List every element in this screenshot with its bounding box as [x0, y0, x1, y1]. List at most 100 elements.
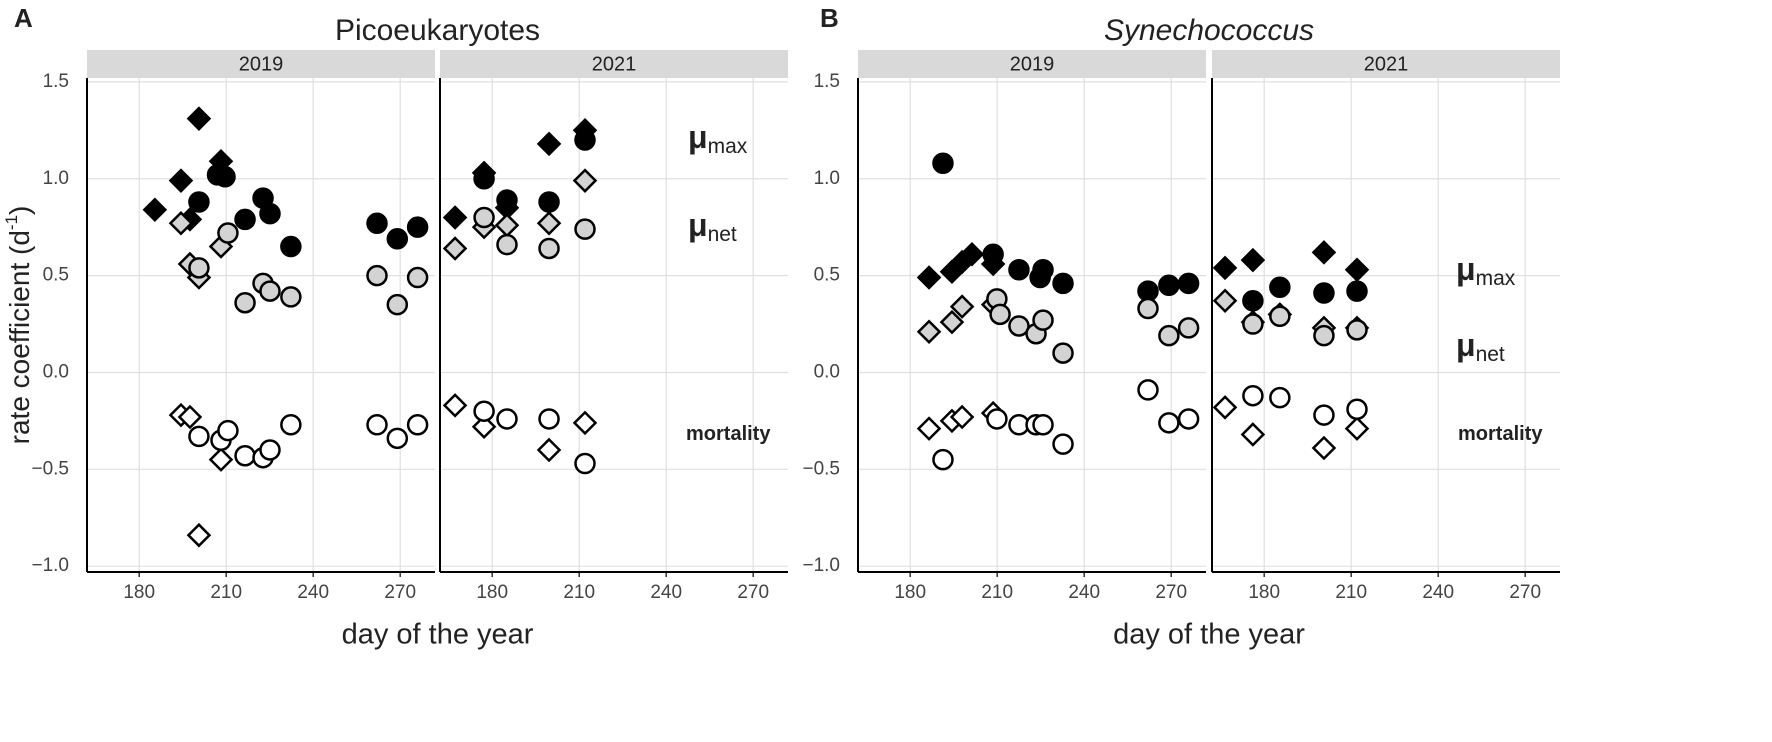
point-diamond	[916, 416, 942, 441]
point-circle	[280, 286, 302, 308]
annotation: mortality	[686, 423, 771, 445]
point-circle	[1158, 412, 1180, 434]
annotation: μnet	[688, 207, 737, 245]
point-circle	[1313, 404, 1335, 426]
point-circle	[1269, 276, 1291, 298]
point-diamond	[949, 294, 975, 319]
annotation-text: μ	[1456, 251, 1476, 287]
x-tick-label: 210	[981, 582, 1013, 603]
point-diamond	[186, 106, 212, 131]
point-circle	[1269, 386, 1291, 409]
x-tick-label: 240	[650, 582, 682, 603]
point-circle	[366, 414, 388, 436]
x-tick-label: 270	[1509, 582, 1541, 603]
point-circle	[366, 212, 388, 235]
chart-title: Synechococcus	[1104, 14, 1314, 47]
x-tick-label: 210	[563, 582, 595, 603]
point-circle	[1032, 414, 1054, 436]
x-tick-label: 270	[737, 582, 769, 603]
point-circle	[234, 445, 256, 467]
facet-label: 2021	[592, 53, 637, 75]
point-diamond	[186, 522, 212, 548]
point-circle	[1158, 274, 1180, 297]
point-diamond	[442, 393, 468, 418]
point-circle	[1008, 315, 1030, 337]
point-circle	[1137, 379, 1159, 401]
point-circle	[473, 206, 495, 229]
annotation-sub: max	[1476, 267, 1516, 290]
point-circle	[982, 243, 1004, 266]
annotation: mortality	[1458, 423, 1543, 445]
point-circle	[188, 191, 210, 213]
point-circle	[1177, 272, 1200, 295]
point-diamond	[1240, 422, 1266, 447]
point-diamond	[168, 168, 194, 193]
point-diamond	[1240, 247, 1266, 273]
x-tick-label: 180	[476, 582, 508, 603]
point-circle	[496, 189, 518, 211]
point-circle	[496, 233, 518, 256]
point-diamond	[442, 205, 468, 230]
point-circle	[386, 228, 409, 250]
point-circle	[473, 400, 495, 422]
point-circle	[1313, 324, 1335, 347]
facet-strip	[858, 50, 1206, 78]
y-tick-label: 1.0	[814, 168, 840, 189]
y-tick-label: 1.5	[814, 71, 840, 92]
point-diamond	[572, 410, 598, 436]
y-axis-label-part: -1	[2, 215, 21, 230]
point-diamond	[1344, 416, 1370, 441]
x-tick-label: 270	[1155, 582, 1187, 603]
point-circle	[1242, 313, 1264, 335]
point-diamond	[1212, 255, 1238, 281]
point-circle	[574, 129, 596, 151]
point-diamond	[1311, 240, 1337, 265]
point-diamond	[1344, 257, 1370, 283]
point-circle	[1052, 272, 1074, 295]
point-circle	[188, 257, 210, 279]
point-circle	[259, 280, 281, 302]
annotation-sub: net	[1476, 343, 1505, 366]
panel-label: B	[820, 3, 839, 33]
y-tick-label: 0.0	[43, 361, 69, 382]
point-circle	[280, 414, 302, 436]
point-circle	[386, 293, 409, 316]
y-tick-label: −0.5	[31, 458, 69, 479]
x-tick-label: 240	[1068, 582, 1100, 603]
point-circle	[538, 408, 560, 430]
point-circle	[406, 266, 429, 289]
point-circle	[1158, 324, 1180, 347]
point-circle	[1313, 282, 1335, 304]
point-diamond	[916, 265, 942, 290]
point-circle	[259, 202, 281, 225]
annotation: μnet	[1456, 327, 1505, 365]
point-diamond	[1212, 395, 1238, 420]
annotation-text: μ	[688, 119, 708, 155]
point-circle	[1177, 408, 1200, 430]
y-axis-label-part: )	[4, 206, 35, 215]
facet-label: 2021	[1364, 53, 1409, 75]
point-circle	[473, 167, 495, 190]
point-diamond	[177, 404, 203, 430]
x-tick-label: 240	[1422, 582, 1454, 603]
x-tick-label: 180	[894, 582, 926, 603]
point-diamond	[1311, 435, 1337, 461]
point-circle	[1242, 290, 1264, 312]
point-diamond	[494, 212, 520, 238]
facet-strip	[1212, 50, 1560, 78]
y-tick-label: 1.5	[43, 71, 69, 92]
point-circle	[538, 191, 560, 213]
point-circle	[1008, 259, 1030, 281]
point-diamond	[442, 236, 468, 261]
point-circle	[1346, 398, 1368, 421]
point-circle	[574, 218, 596, 240]
point-diamond	[572, 168, 598, 193]
point-circle	[280, 235, 302, 258]
annotation-text: μ	[1456, 327, 1476, 363]
y-tick-label: −0.5	[802, 458, 840, 479]
point-circle	[1346, 280, 1368, 302]
facet-strip	[87, 50, 435, 78]
annotation-text: mortality	[686, 423, 771, 445]
annotation-text: mortality	[1458, 423, 1543, 445]
